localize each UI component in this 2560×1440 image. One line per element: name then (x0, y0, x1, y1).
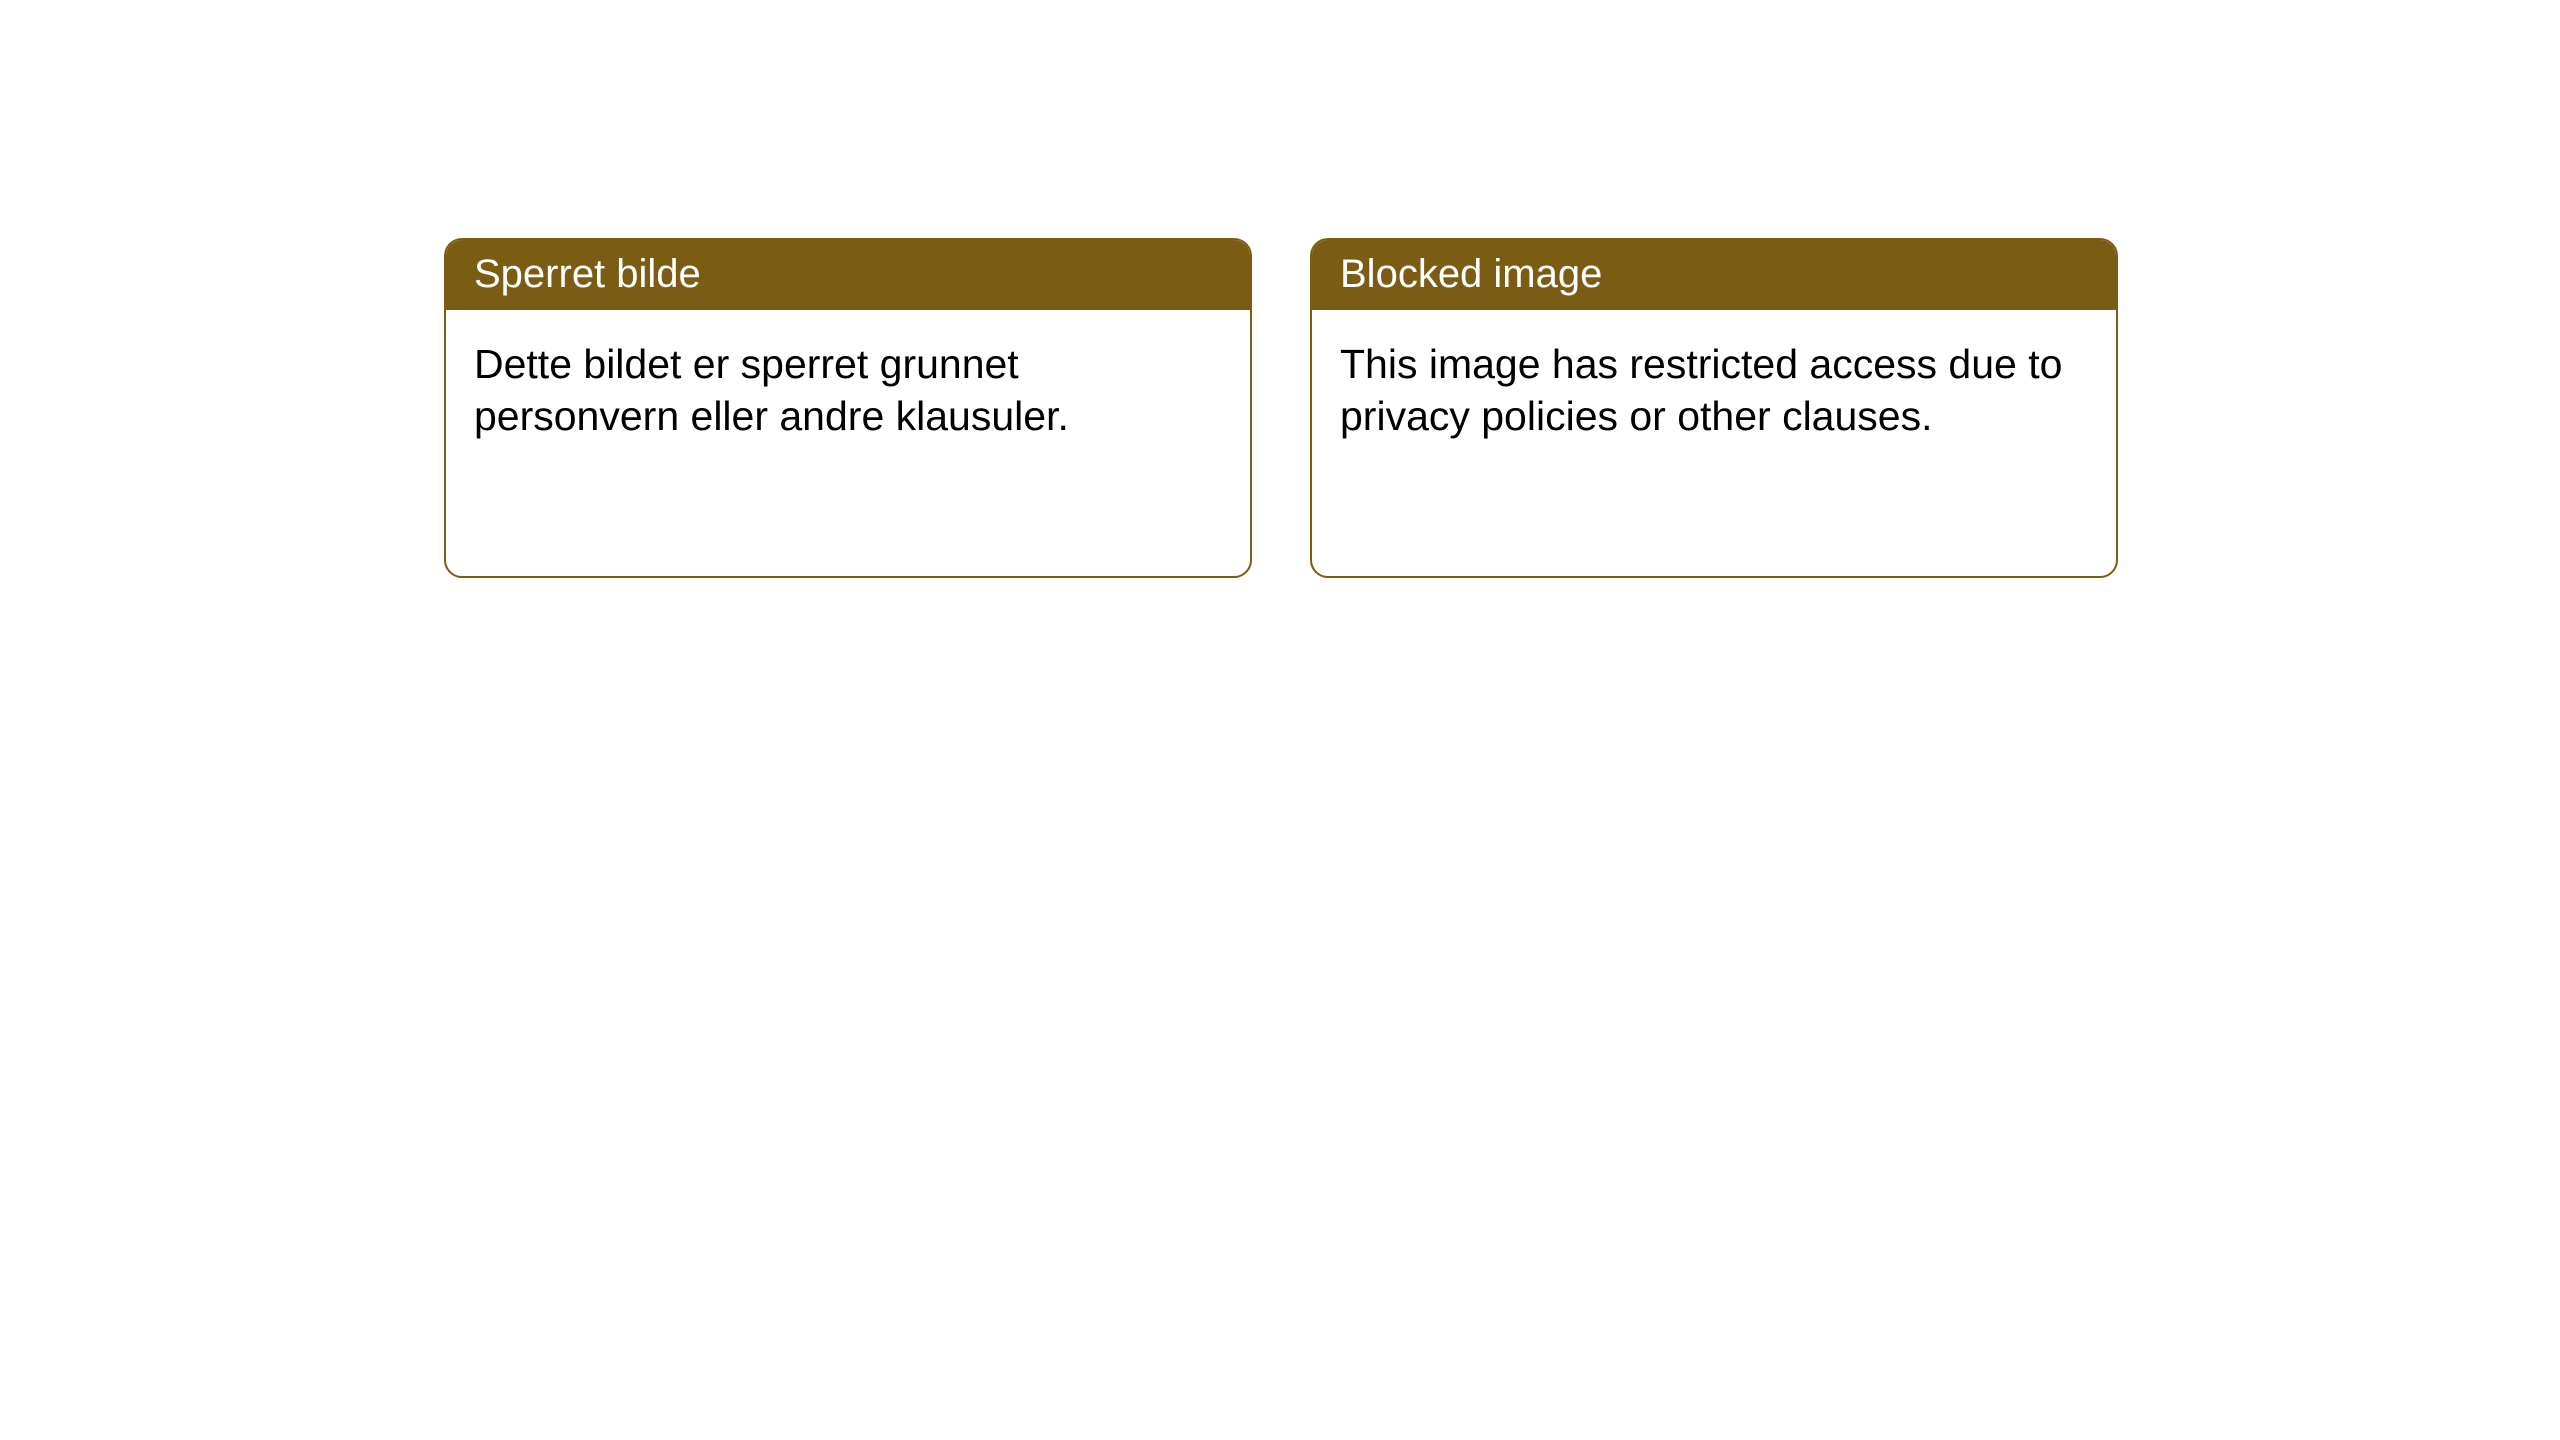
notice-body-norwegian: Dette bildet er sperret grunnet personve… (446, 310, 1250, 463)
notice-card-english: Blocked image This image has restricted … (1310, 238, 2118, 578)
notice-header-norwegian: Sperret bilde (446, 240, 1250, 310)
notice-container: Sperret bilde Dette bildet er sperret gr… (444, 238, 2118, 578)
notice-body-english: This image has restricted access due to … (1312, 310, 2116, 463)
notice-header-english: Blocked image (1312, 240, 2116, 310)
notice-card-norwegian: Sperret bilde Dette bildet er sperret gr… (444, 238, 1252, 578)
